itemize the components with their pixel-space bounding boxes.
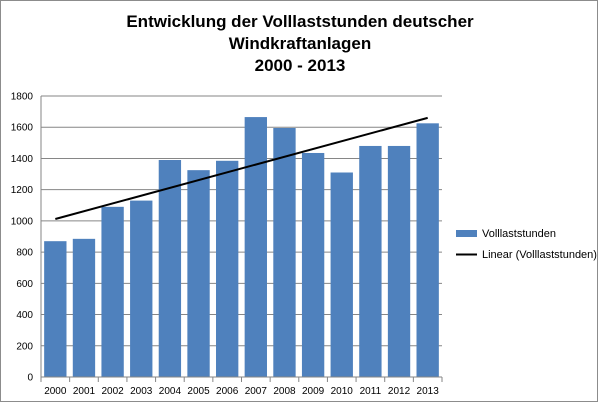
chart-title-line-1: Entwicklung der Volllaststunden deutsche… [126,12,474,31]
y-tick-label-1800: 1800 [11,92,34,103]
legend-label-volllaststunden: Volllaststunden [482,228,556,240]
bar-2002 [101,206,124,377]
x-tick-label-2001: 2001 [73,386,96,397]
x-tick-label-2012: 2012 [388,386,411,397]
legend-swatch-volllaststunden [456,230,477,237]
x-tick-label-2005: 2005 [187,386,210,397]
chart-title-line-3: 2000 - 2013 [254,56,346,75]
y-tick-label-600: 600 [16,279,33,290]
bar-2008 [273,128,296,377]
x-tick-label-2002: 2002 [101,386,124,397]
bar-2006 [216,160,239,377]
y-tick-label-200: 200 [16,341,33,352]
bar-2003 [130,200,153,377]
legend-label-trendline: Linear (Volllaststunden) [482,249,597,261]
y-tick-label-1400: 1400 [11,154,34,165]
x-tick-label-2011: 2011 [360,386,382,397]
trendline [55,116,428,220]
chart-title-line-2: Windkraftanlagen [228,34,372,53]
y-tick-label-1600: 1600 [11,123,34,134]
x-tick-label-2010: 2010 [331,386,354,397]
bar-2009 [301,152,325,377]
bar-2013 [416,123,439,377]
chart-title: Entwicklung der Volllaststunden deutsche… [1,11,599,77]
x-tick-label-2004: 2004 [159,386,182,397]
x-tick-label-2008: 2008 [273,386,296,397]
x-tick-label-2000: 2000 [44,386,67,397]
x-tick-label-2006: 2006 [216,386,239,397]
bar-2011 [359,145,382,377]
y-tick-label-0: 0 [27,373,33,384]
y-tick-label-1000: 1000 [11,216,34,227]
x-tick-label-2003: 2003 [130,386,153,397]
bar-2012 [387,145,411,377]
bar-2007 [244,117,267,377]
bar-2010 [330,172,353,377]
bar-2005 [187,170,210,377]
x-tick-label-2013: 2013 [417,386,440,397]
bar-2004 [158,160,182,377]
y-tick-label-800: 800 [16,248,33,259]
y-tick-label-400: 400 [16,310,33,321]
y-tick-label-1200: 1200 [11,185,34,196]
bar-2001 [72,238,96,377]
x-tick-label-2009: 2009 [302,386,325,397]
bar-2000 [44,241,67,377]
x-tick-label-2007: 2007 [245,386,268,397]
